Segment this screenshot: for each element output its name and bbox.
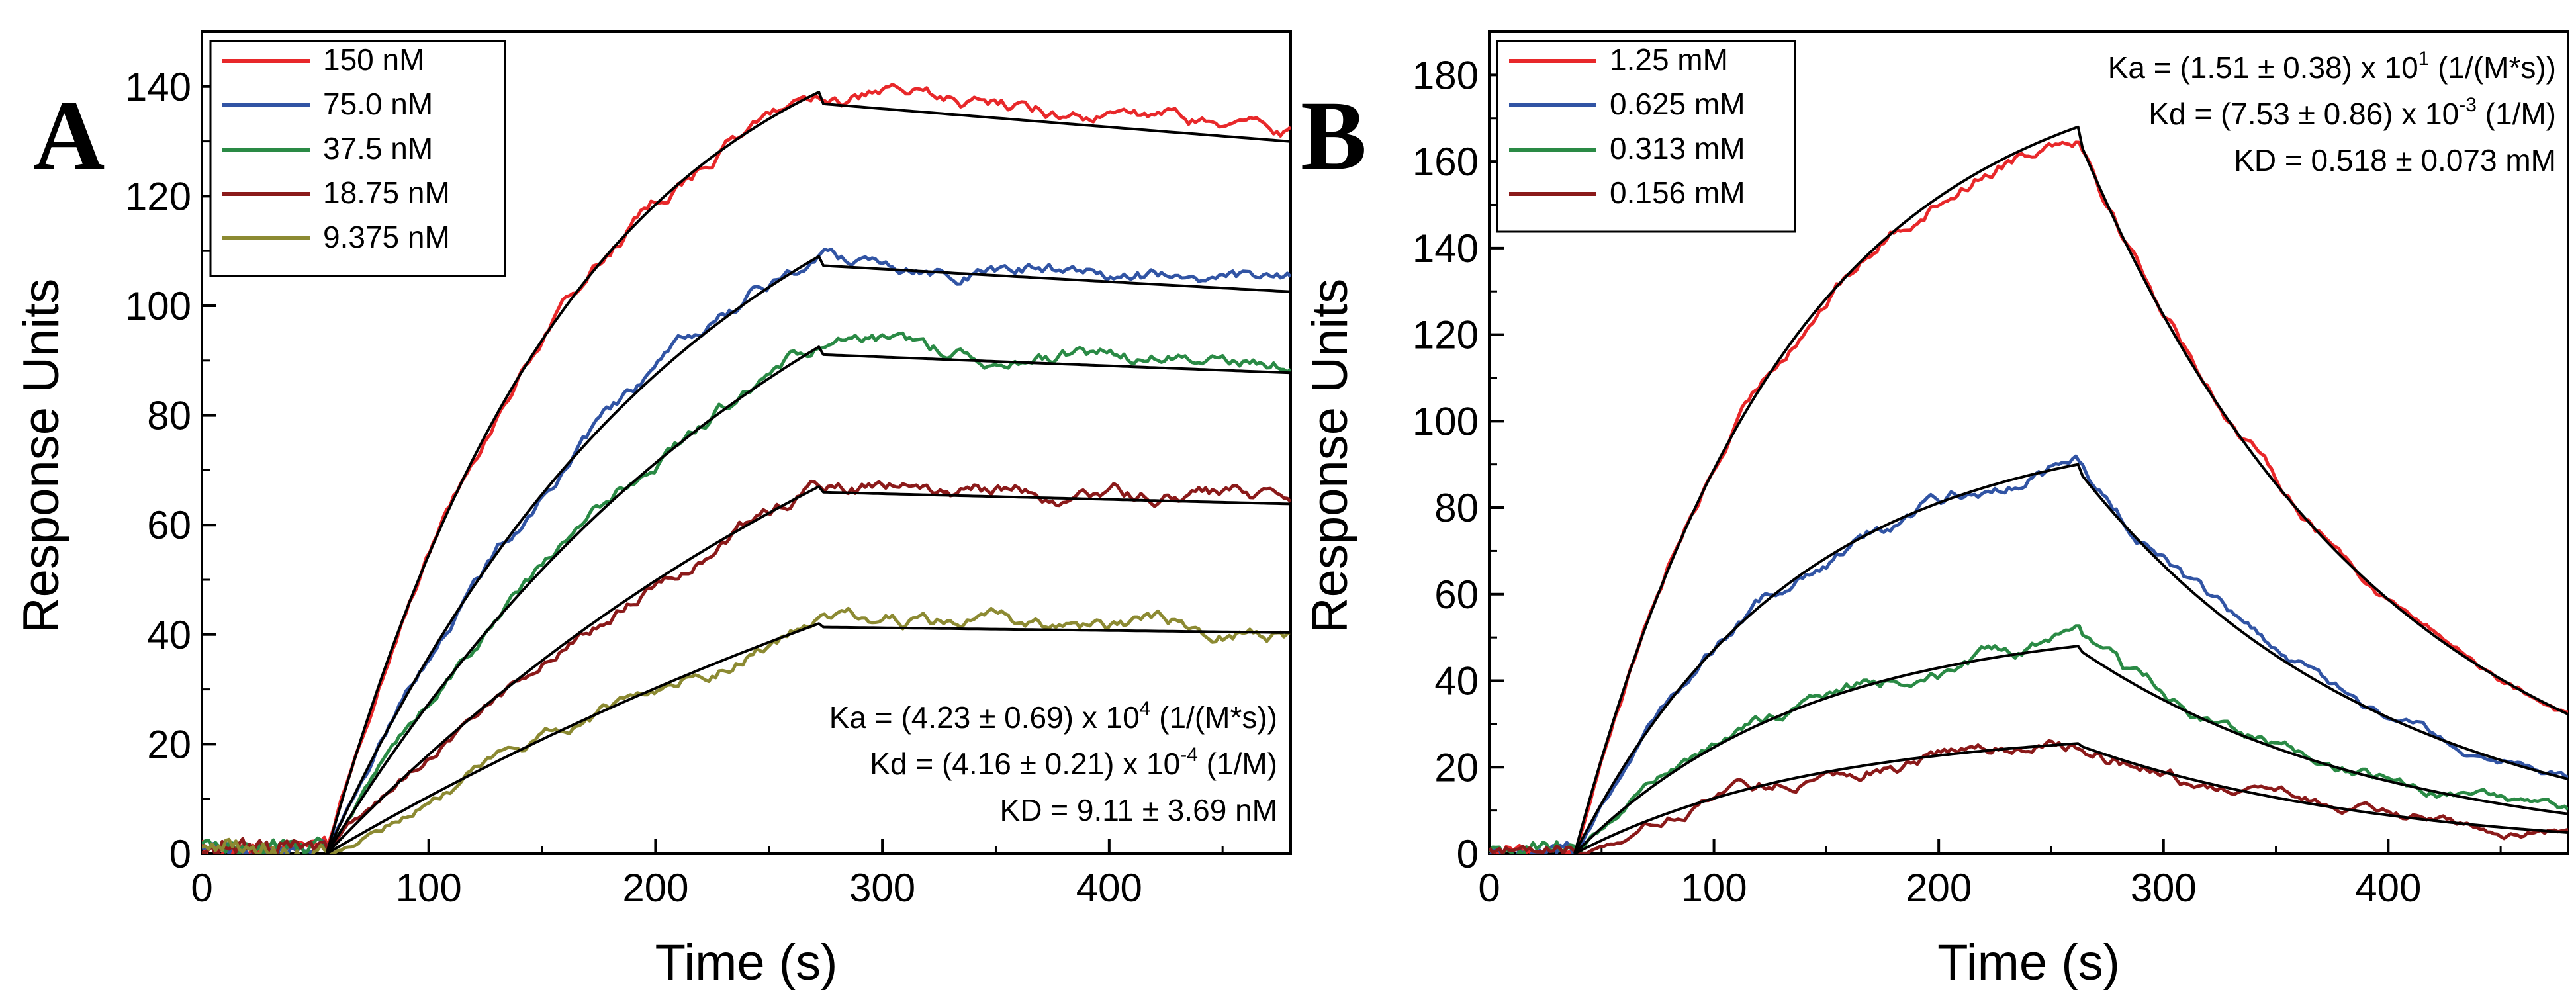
legend-label: 75.0 nM <box>323 87 433 121</box>
fit-annotation: Ka = (4.23 ± 0.69) x 104 (1/(M*s)) Kd = (… <box>829 698 1277 827</box>
y-tick-label: 140 <box>125 65 191 109</box>
series-line <box>1489 739 2568 854</box>
series-line <box>1489 624 2568 854</box>
annotation-line: KD = 0.518 ± 0.073 mM <box>2234 143 2556 177</box>
fit-line <box>325 345 1291 854</box>
legend-label: 150 nM <box>323 42 424 77</box>
y-tick-label: 40 <box>1434 659 1479 704</box>
x-tick-label: 200 <box>1906 866 1972 910</box>
y-axis-title: Response Units <box>1302 279 1358 634</box>
y-tick-label: 20 <box>1434 745 1479 790</box>
chart-panel-a: A 0 100 200 300 400 0 20 40 60 80 100 120 140 Time (s)… <box>13 30 1292 991</box>
y-tick-label: 0 <box>1457 832 1479 876</box>
legend-label: 1.25 mM <box>1610 42 1728 77</box>
panel-letter: B <box>1301 81 1367 191</box>
fit-line <box>326 485 1291 854</box>
x-axis-title: Time (s) <box>655 935 838 991</box>
y-tick-label: 160 <box>1412 140 1479 184</box>
y-tick-label: 80 <box>147 394 191 438</box>
x-tick-label: 0 <box>1478 866 1500 910</box>
y-tick-label: 80 <box>1434 486 1479 530</box>
legend: 150 nM 75.0 nM 37.5 nM 18.75 nM 9.375 nM <box>209 40 506 277</box>
x-tick-label: 400 <box>2355 866 2421 910</box>
fit-line <box>1573 645 2568 854</box>
x-tick-label: 0 <box>191 866 212 910</box>
legend-box <box>1496 40 1796 233</box>
fit-line <box>326 622 1291 854</box>
fit-line <box>325 255 1291 854</box>
y-tick-label: 60 <box>1434 572 1479 617</box>
annotation-line: Ka = (4.23 ± 0.69) x 104 (1/(M*s)) <box>829 698 1277 735</box>
fit-line <box>1573 125 2568 854</box>
y-tick-label: 0 <box>169 832 191 876</box>
y-tick-label: 60 <box>147 503 191 547</box>
y-tick-label: 120 <box>1412 313 1479 357</box>
fit-line <box>1574 742 2568 854</box>
annotation-line: Kd = (7.53 ± 0.86) x 10-3 (1/M) <box>2148 94 2556 131</box>
series-line <box>202 331 1291 854</box>
legend: 1.25 mM 0.625 mM 0.313 mM 0.156 mM <box>1496 40 1796 233</box>
y-tick-label: 120 <box>125 174 191 218</box>
fit-line <box>1573 463 2568 854</box>
legend-label: 18.75 nM <box>323 175 450 210</box>
x-tick-label: 400 <box>1076 866 1142 910</box>
x-tick-label: 200 <box>622 866 688 910</box>
fit-line <box>325 91 1291 854</box>
legend-label: 37.5 nM <box>323 131 433 165</box>
x-axis-title: Time (s) <box>1937 935 2120 991</box>
plot-frame <box>1488 30 2569 855</box>
plot-frame <box>201 30 1292 855</box>
legend-label: 0.156 mM <box>1610 175 1745 210</box>
y-tick-label: 20 <box>147 722 191 766</box>
x-tick-label: 300 <box>2131 866 2197 910</box>
x-tick-label: 300 <box>849 866 915 910</box>
y-tick-label: 40 <box>147 613 191 657</box>
chart-panel-b: B 0 100 200 300 400 0 20 40 60 80 100 120 140 160 180 Ti… <box>1301 30 2569 991</box>
annotation-line: Ka = (1.51 ± 0.38) x 101 (1/(M*s)) <box>2108 48 2556 85</box>
y-tick-label: 180 <box>1412 53 1479 97</box>
y-tick-label: 100 <box>1412 399 1479 443</box>
annotation-line: Kd = (4.16 ± 0.21) x 10-4 (1/M) <box>870 744 1277 781</box>
annotation-line: KD = 9.11 ± 3.69 nM <box>1000 793 1277 827</box>
series-line <box>202 606 1291 854</box>
series-line <box>1489 454 2568 854</box>
legend-label: 9.375 nM <box>323 220 450 254</box>
x-tick-label: 100 <box>396 866 462 910</box>
y-tick-label: 140 <box>1412 226 1479 271</box>
legend-label: 0.313 mM <box>1610 131 1745 165</box>
panel-letter: A <box>33 81 105 191</box>
legend-label: 0.625 mM <box>1610 87 1745 121</box>
fit-annotation: Ka = (1.51 ± 0.38) x 101 (1/(M*s)) Kd = (… <box>2108 48 2556 177</box>
x-tick-label: 100 <box>1681 866 1747 910</box>
series-group <box>202 83 1291 854</box>
series-group <box>1489 125 2568 854</box>
y-axis-title: Response Units <box>13 279 69 634</box>
y-tick-label: 100 <box>125 284 191 328</box>
